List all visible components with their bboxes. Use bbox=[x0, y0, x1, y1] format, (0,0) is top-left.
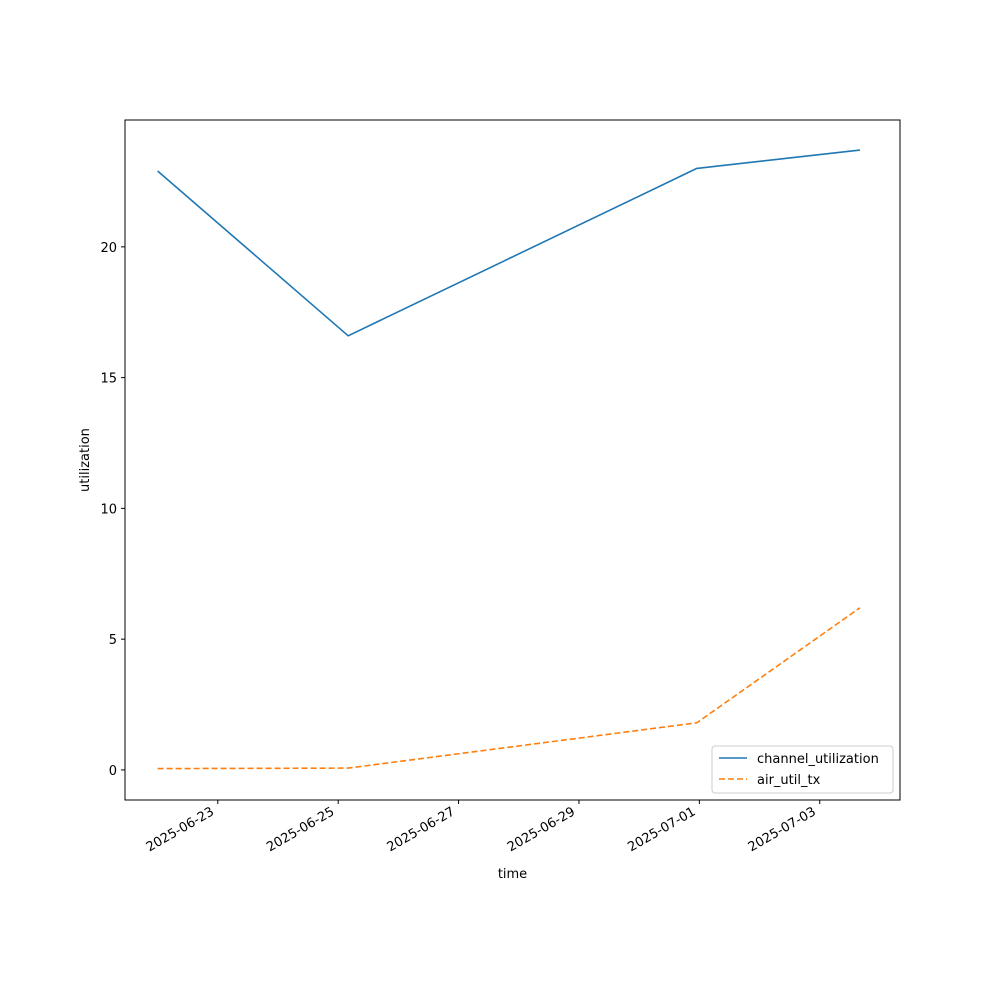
legend: channel_utilization air_util_tx bbox=[711, 745, 894, 794]
legend-label-air-util-tx: air_util_tx bbox=[757, 773, 821, 788]
series-line-air-util-tx bbox=[157, 607, 861, 770]
axes-frame bbox=[124, 119, 901, 801]
y-tick-label: 20 bbox=[100, 241, 117, 256]
y-tick-label: 5 bbox=[109, 633, 117, 648]
y-tick-label: 0 bbox=[109, 764, 117, 779]
y-tick-label: 10 bbox=[100, 502, 117, 517]
series-line-channel-utilization bbox=[157, 149, 860, 337]
legend-label-channel-utilization: channel_utilization bbox=[757, 752, 879, 767]
y-tick-label: 15 bbox=[100, 372, 117, 387]
x-axis-label: time bbox=[498, 867, 527, 882]
y-axis-label: utilization bbox=[78, 428, 93, 492]
legend-box bbox=[711, 745, 894, 794]
plot-area bbox=[157, 149, 861, 770]
